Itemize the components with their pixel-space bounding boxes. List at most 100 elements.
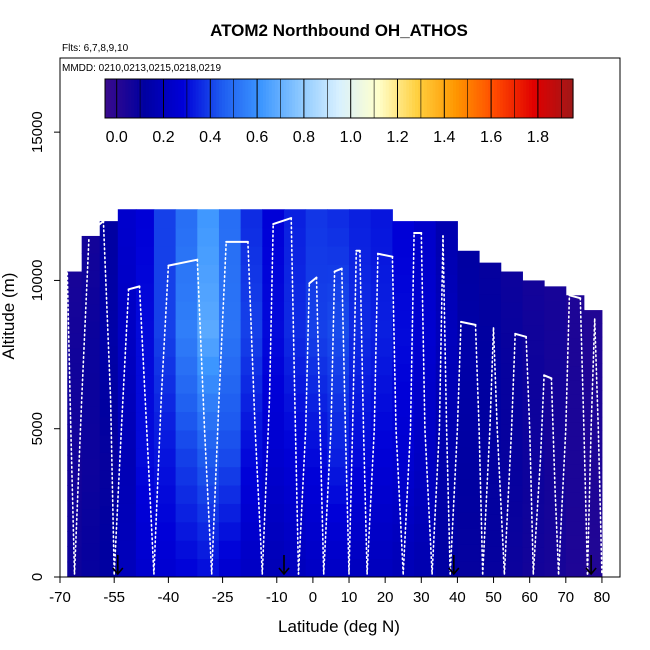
flight-track — [481, 327, 495, 575]
colorbar-swatch — [473, 79, 478, 118]
curtain-cell — [327, 558, 350, 578]
colorbar-swatch — [391, 79, 396, 118]
curtain-cell — [500, 378, 523, 395]
curtain-cell — [175, 485, 198, 504]
colorbar-tick-label: 0.4 — [199, 129, 221, 146]
curtain-cell — [370, 558, 393, 578]
colorbar-swatch — [107, 79, 112, 118]
curtain-cell — [392, 327, 415, 347]
curtain-column — [565, 295, 585, 578]
curtain-cell — [522, 488, 545, 504]
curtain-cell — [218, 301, 242, 321]
colorbar-swatch — [453, 79, 457, 118]
curtain-cell — [565, 478, 585, 493]
curtain-cell — [117, 282, 137, 302]
colorbar-tick-label: 0.0 — [106, 129, 128, 146]
curtain-cell — [349, 485, 372, 504]
colorbar-swatch — [438, 79, 442, 118]
curtain-cell — [500, 561, 523, 578]
curtain-cell — [583, 430, 603, 445]
curtain-cell — [99, 310, 119, 329]
colorbar-swatch — [157, 79, 162, 118]
curtain-cell — [370, 503, 393, 523]
y-axis: 0 5000 10000 15000 — [29, 111, 60, 581]
curtain-cell — [135, 466, 155, 486]
curtain-cell — [240, 301, 263, 321]
curtain-cell — [349, 503, 372, 523]
curtain-column — [175, 209, 198, 578]
colorbar-swatch — [532, 79, 536, 118]
curtain-cell — [175, 448, 198, 468]
flight-track — [73, 238, 90, 575]
x-tick-label: 80 — [594, 589, 611, 606]
curtain-cell — [305, 393, 328, 413]
flight-track — [315, 276, 325, 575]
curtain-cell — [349, 356, 372, 376]
colorbar-swatch — [116, 79, 121, 118]
curtain-cell — [479, 262, 502, 279]
colorbar-swatch — [242, 79, 246, 118]
curtain-cell — [135, 485, 155, 504]
curtain-cell — [479, 545, 502, 562]
curtain-cell — [583, 403, 603, 418]
flight-track — [543, 374, 553, 380]
colorbar-swatch — [426, 79, 431, 118]
curtain-cell — [583, 483, 603, 498]
colorbar-swatch — [397, 79, 402, 118]
curtain-cell — [392, 488, 415, 507]
colorbar-swatch — [169, 79, 173, 118]
curtain-cell — [479, 325, 502, 342]
curtain-cell — [522, 384, 545, 400]
colorbar-swatch — [523, 79, 527, 118]
curtain-cell — [153, 540, 177, 560]
colorbar-swatch — [537, 79, 542, 118]
flights-annotation: Flts: 6,7,8,9,10 — [62, 43, 129, 54]
curtain-cell — [414, 345, 437, 364]
profile-marker-arrow — [585, 555, 597, 576]
colorbar-swatch — [198, 79, 203, 118]
curtain-cell — [522, 547, 545, 563]
curtain-cell — [565, 562, 585, 578]
curtain-cell — [284, 264, 307, 284]
curtain-cell — [327, 503, 350, 523]
curtain-cell — [135, 540, 155, 560]
colorbar-swatch — [178, 79, 182, 118]
y-tick-label: 10000 — [29, 260, 46, 302]
curtain-column — [117, 209, 137, 578]
curtain-column — [479, 262, 502, 578]
x-tick-label: -25 — [212, 589, 234, 606]
colorbar-swatch — [447, 79, 451, 118]
curtain-cell — [370, 448, 393, 468]
curtain-cell — [457, 560, 480, 578]
curtain-cell — [457, 462, 480, 480]
curtain-cell — [544, 344, 567, 360]
flight-track — [167, 258, 199, 267]
flight-track — [550, 377, 560, 575]
colorbar-swatch — [186, 79, 191, 118]
colorbar-swatch — [362, 79, 366, 118]
colorbar-tick-label: 1.6 — [480, 129, 502, 146]
curtain-cell — [117, 264, 137, 284]
curtain-cell — [370, 264, 393, 284]
curtain-cell — [284, 466, 307, 486]
colorbar-swatch — [201, 79, 206, 118]
colorbar-swatch — [230, 79, 235, 118]
colorbar-swatch — [529, 79, 533, 118]
colorbar-swatch — [268, 79, 273, 118]
curtain-cell — [117, 540, 137, 560]
x-tick-label: -40 — [158, 589, 180, 606]
colorbar-swatch — [552, 79, 557, 118]
colorbar-swatch — [306, 79, 311, 118]
curtain-cell — [197, 448, 220, 468]
curtain-cell — [135, 448, 155, 468]
curtain-cell — [305, 521, 328, 541]
colorbar-swatch — [467, 79, 472, 118]
curtain-cell — [135, 319, 155, 339]
curtain-cell — [240, 209, 263, 229]
curtain-cell — [117, 227, 137, 247]
colorbar-swatch — [163, 79, 168, 118]
curtain-cell — [117, 429, 137, 449]
curtain-cell — [565, 379, 585, 395]
curtain-cell — [435, 523, 458, 542]
colorbar-swatch — [567, 79, 571, 118]
